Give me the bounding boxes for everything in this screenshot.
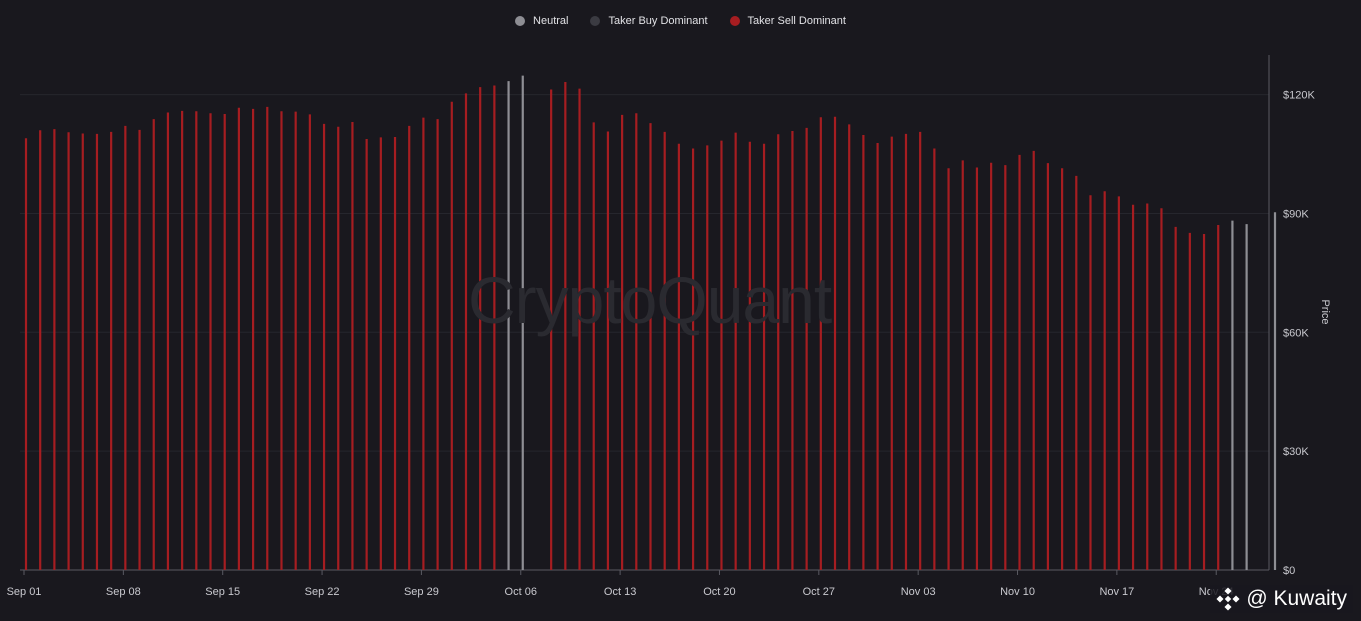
- legend-item-taker-buy[interactable]: Taker Buy Dominant: [590, 15, 708, 27]
- legend-dot-taker-sell: [729, 16, 740, 26]
- x-tick-label: Sep 01: [7, 586, 42, 598]
- legend-item-neutral[interactable]: Neutral: [515, 15, 568, 27]
- y-axis-title: Price: [1319, 299, 1331, 324]
- x-tick-label: Sep 22: [305, 586, 340, 598]
- legend-item-taker-sell[interactable]: Taker Sell Dominant: [729, 15, 846, 27]
- legend-dot-neutral: [515, 16, 526, 26]
- diamond-logo-icon: [1216, 587, 1240, 611]
- y-tick-label: $0: [1283, 565, 1295, 577]
- source-tag: @ Kuwaity: [1210, 585, 1353, 613]
- x-tick-label: Sep 15: [205, 586, 240, 598]
- y-tick-label: $30K: [1283, 446, 1309, 458]
- watermark: CryptoQuant: [468, 263, 832, 337]
- x-tick-label: Oct 13: [604, 586, 636, 598]
- legend-label-taker-buy: Taker Buy Dominant: [608, 15, 708, 27]
- x-tick-label: Nov 03: [901, 586, 936, 598]
- y-tick-label: $90K: [1283, 208, 1309, 220]
- legend-dot-taker-buy: [590, 16, 601, 26]
- x-tick-label: Sep 29: [404, 586, 439, 598]
- y-tick-label: $120K: [1283, 90, 1315, 102]
- x-tick-label: Nov 17: [1099, 586, 1134, 598]
- legend-label-taker-sell: Taker Sell Dominant: [747, 15, 846, 27]
- x-tick-label: Oct 27: [803, 586, 835, 598]
- source-tag-text: @ Kuwaity: [1246, 587, 1347, 610]
- x-tick-label: Oct 06: [505, 586, 537, 598]
- chart-legend: Neutral Taker Buy Dominant Taker Sell Do…: [0, 15, 1361, 27]
- x-tick-label: Nov 10: [1000, 586, 1035, 598]
- y-tick-label: $60K: [1283, 327, 1309, 339]
- x-tick-label: Oct 20: [703, 586, 735, 598]
- legend-label-neutral: Neutral: [533, 15, 569, 27]
- x-tick-label: Sep 08: [106, 586, 141, 598]
